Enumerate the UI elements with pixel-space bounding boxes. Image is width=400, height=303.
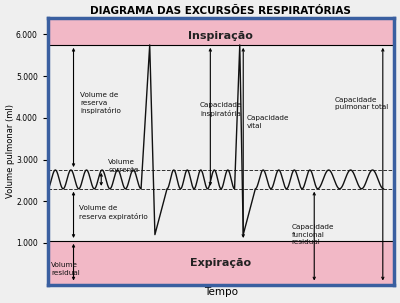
Text: Volume de
reserva expiratório: Volume de reserva expiratório — [79, 205, 148, 220]
Y-axis label: Volume pulmonar (ml): Volume pulmonar (ml) — [6, 104, 14, 198]
Text: Volume
residual: Volume residual — [51, 262, 80, 275]
Text: Volume de
reserva
inspiratório: Volume de reserva inspiratório — [80, 92, 121, 115]
Text: Capacidade
funcional
residual: Capacidade funcional residual — [292, 224, 334, 245]
Bar — [48, 18, 394, 45]
Bar — [48, 241, 394, 285]
Text: Capacidade
inspiratória: Capacidade inspiratória — [200, 102, 242, 117]
Text: Capacidade
pulmonar total: Capacidade pulmonar total — [335, 97, 388, 110]
Text: Expiração: Expiração — [190, 258, 251, 268]
X-axis label: Tempo: Tempo — [204, 288, 238, 298]
Text: Volume
corrente: Volume corrente — [108, 159, 139, 173]
Text: Inspiração: Inspiração — [188, 31, 253, 41]
Text: Capacidade
vital: Capacidade vital — [247, 115, 289, 129]
Title: DIAGRAMA DAS EXCURSÕES RESPIRATÓRIAS: DIAGRAMA DAS EXCURSÕES RESPIRATÓRIAS — [90, 5, 351, 16]
